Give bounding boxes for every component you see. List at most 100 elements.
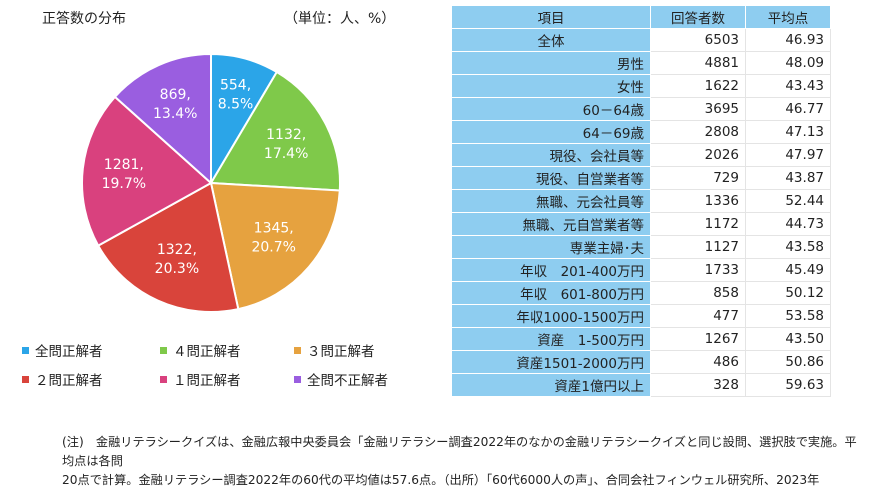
table-row: 男性 4881 48.09: [451, 51, 831, 75]
chart-title: 正答数の分布: [42, 11, 126, 27]
column-header-average: 平均点: [745, 5, 831, 29]
row-label: 資産1501-2000万円: [451, 350, 651, 374]
respondent-count: 1336: [650, 189, 746, 213]
legend-item-2-correct: ２問正解者: [22, 369, 103, 389]
legend-label: ３問正解者: [307, 344, 375, 360]
respondent-count: 3695: [650, 97, 746, 121]
legend-swatch: [160, 346, 167, 354]
average-score: 52.44: [745, 189, 831, 213]
legend-swatch: [22, 375, 29, 383]
legend-item-none-correct: 全問不正解者: [294, 369, 388, 389]
legend-item-all-correct: 全問正解者: [22, 340, 103, 360]
respondent-count: 6503: [650, 28, 746, 52]
table-row: 60－64歳 3695 46.77: [451, 97, 831, 121]
table-row: 無職、元自営業者等 1172 44.73: [451, 212, 831, 236]
row-label: 無職、元自営業者等: [451, 212, 651, 236]
average-score: 59.63: [745, 373, 831, 397]
row-label: 60－64歳: [451, 97, 651, 121]
legend-swatch: [160, 375, 167, 383]
legend-label: 全問不正解者: [307, 373, 388, 389]
table-row: 年収 201-400万円 1733 45.49: [451, 258, 831, 282]
average-score: 47.97: [745, 143, 831, 167]
respondent-count: 858: [650, 281, 746, 305]
average-score: 43.87: [745, 166, 831, 190]
table-row: 現役、自営業者等 729 43.87: [451, 166, 831, 190]
respondent-count: 729: [650, 166, 746, 190]
respondent-count: 2808: [650, 120, 746, 144]
slice-label: 869, 13.4%: [153, 87, 197, 122]
average-score: 43.50: [745, 327, 831, 351]
pie-slice: [113, 52, 212, 186]
respondent-count: 1622: [650, 74, 746, 98]
table-row: 64－69歳 2808 47.13: [451, 120, 831, 144]
legend-swatch: [22, 346, 29, 354]
average-score: 43.58: [745, 235, 831, 259]
slice-percent: 13.4%: [153, 106, 197, 122]
table-row: 年収 601-800万円 858 50.12: [451, 281, 831, 305]
average-score: 47.13: [745, 120, 831, 144]
respondent-count: 477: [650, 304, 746, 328]
row-label: 女性: [451, 74, 651, 98]
slice-label: 554, 8.5%: [218, 77, 254, 112]
average-score: 50.12: [745, 281, 831, 305]
slice-value: 869,: [160, 87, 191, 103]
slice-percent: 19.7%: [102, 176, 146, 192]
legend-label: 全問正解者: [35, 344, 103, 360]
row-label: 年収1000-1500万円: [451, 304, 651, 328]
average-score: 46.93: [745, 28, 831, 52]
legend-item-3-correct: ３問正解者: [294, 340, 375, 360]
slice-value: 1345,: [254, 221, 294, 237]
respondent-count: 1127: [650, 235, 746, 259]
slice-percent: 20.3%: [155, 261, 199, 277]
slice-value: 1322,: [157, 242, 197, 258]
row-label: 現役、自営業者等: [451, 166, 651, 190]
slice-value: 1281,: [104, 157, 144, 173]
average-score: 53.58: [745, 304, 831, 328]
slice-label: 1322, 20.3%: [155, 242, 199, 277]
slice-percent: 20.7%: [251, 240, 295, 256]
pie-slice: [96, 181, 240, 313]
table-row: 資産1501-2000万円 486 50.86: [451, 350, 831, 374]
average-score: 50.86: [745, 350, 831, 374]
table-row: 無職、元会社員等 1336 52.44: [451, 189, 831, 213]
legend-swatch: [294, 346, 301, 354]
footnote-line: 20点で計算。金融リテラシー調査2022年の60代の平均値は57.6点。（出所）…: [62, 473, 820, 487]
respondent-count: 328: [650, 373, 746, 397]
pie-slice: [209, 181, 341, 311]
respondent-count: 486: [650, 350, 746, 374]
average-score: 46.77: [745, 97, 831, 121]
pie-chart: 554, 8.5% 1132, 17.4% 1345, 20.7% 1322, 20.3% 12…: [81, 52, 341, 313]
pie-slice: [81, 95, 213, 247]
slice-label: 1132, 17.4%: [264, 127, 308, 162]
table-row: 資産1億円以上 328 59.63: [451, 373, 831, 397]
average-score: 44.73: [745, 212, 831, 236]
row-label: 資産1億円以上: [451, 373, 651, 397]
column-header-respondents: 回答者数: [650, 5, 746, 29]
legend-item-1-correct: １問正解者: [160, 369, 241, 389]
average-score: 43.43: [745, 74, 831, 98]
column-header-item: 項目: [451, 5, 651, 29]
row-label: 専業主婦･夫: [451, 235, 651, 259]
respondent-count: 1172: [650, 212, 746, 236]
pie-slice: [209, 70, 341, 192]
slice-percent: 17.4%: [264, 146, 308, 162]
respondent-count: 2026: [650, 143, 746, 167]
average-score: 48.09: [745, 51, 831, 75]
row-label: 年収 601-800万円: [451, 281, 651, 305]
row-label: 現役、会社員等: [451, 143, 651, 167]
legend-item-4-correct: ４問正解者: [160, 340, 241, 360]
legend-label: ２問正解者: [35, 373, 103, 389]
row-label: 資産 1-500万円: [451, 327, 651, 351]
legend-label: １問正解者: [173, 373, 241, 389]
table-row: 資産 1-500万円 1267 43.50: [451, 327, 831, 351]
footnote: (注) 金融リテラシークイズは、金融広報中央委員会「金融リテラシー調査2022年…: [62, 433, 867, 490]
slice-percent: 8.5%: [218, 96, 254, 112]
legend-swatch: [294, 375, 301, 383]
chart-unit-label: （単位：人、%）: [284, 11, 396, 27]
results-table: 項目 回答者数 平均点 全体 6503 46.93 男性 4881 48.09 女性 1622…: [451, 5, 831, 397]
respondent-count: 1733: [650, 258, 746, 282]
respondent-count: 1267: [650, 327, 746, 351]
row-label: 年収 201-400万円: [451, 258, 651, 282]
footnote-line: (注) 金融リテラシークイズは、金融広報中央委員会「金融リテラシー調査2022年…: [62, 435, 857, 468]
slice-value: 1132,: [266, 127, 306, 143]
